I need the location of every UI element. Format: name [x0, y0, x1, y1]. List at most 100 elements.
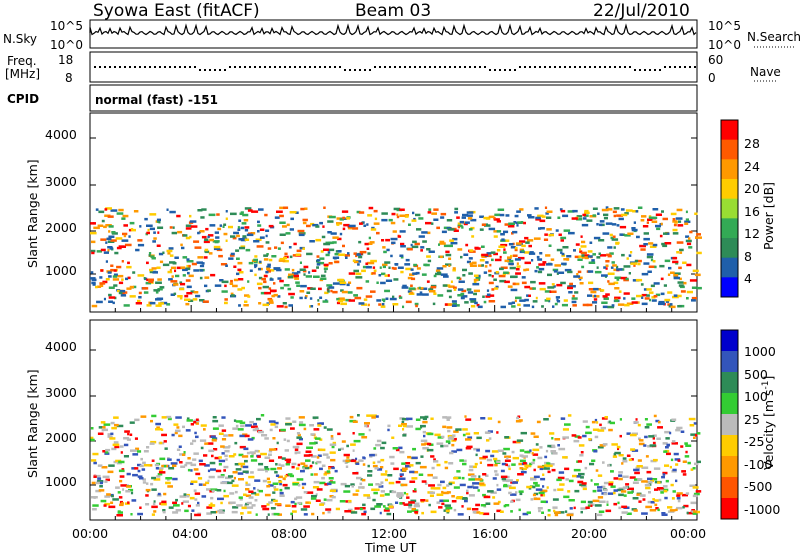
velocity-cell — [618, 487, 626, 490]
date-label: 22/Jul/2010 — [593, 1, 690, 21]
velocity-cell — [118, 469, 125, 473]
freq-point — [494, 69, 496, 71]
velocity-cell — [550, 450, 557, 453]
velocity-cell — [553, 509, 556, 513]
velocity-cell — [479, 483, 486, 487]
velocity-cell — [523, 467, 527, 470]
power-cell — [97, 285, 102, 288]
power-cell — [352, 259, 356, 262]
freq-point — [269, 66, 271, 68]
power-cell — [201, 208, 207, 211]
velocity-cell — [253, 487, 256, 490]
velocity-cell — [154, 463, 159, 467]
velocity-cell — [608, 483, 614, 486]
velocity-cell — [187, 457, 191, 460]
velocity-cell — [466, 507, 472, 511]
freq-point — [309, 66, 311, 68]
velocity-cell — [449, 451, 454, 455]
velocity-cell — [272, 482, 279, 485]
power-cell — [300, 207, 305, 211]
velocity-cell — [345, 500, 349, 503]
power-cell — [146, 304, 152, 307]
velocity-cell — [581, 484, 587, 488]
power-cell — [397, 266, 404, 269]
velocity-cell — [291, 465, 295, 469]
velocity-cell — [649, 509, 657, 512]
velocity-cell — [636, 465, 643, 468]
power-cell — [531, 259, 534, 262]
velocity-cell — [148, 464, 153, 467]
velocity-cell — [407, 455, 411, 459]
velocity-cell — [173, 504, 180, 507]
velocity-cell — [652, 498, 655, 501]
velocity-cell — [292, 445, 300, 449]
velocity-cell — [563, 495, 570, 499]
velocity-cell — [375, 415, 379, 418]
power-cell — [159, 260, 164, 264]
power-cell — [247, 280, 250, 283]
power-cell — [137, 243, 145, 247]
power-cell — [361, 269, 366, 273]
power-cell — [256, 282, 263, 286]
power-cell — [601, 274, 608, 277]
velocity-cell — [107, 435, 110, 438]
velocity-cell — [503, 484, 509, 488]
velocity-cell — [552, 506, 558, 509]
freq-point — [129, 66, 131, 68]
velocity-cell — [551, 468, 556, 472]
velocity-cell — [264, 468, 270, 471]
velocity-cell — [366, 496, 371, 499]
power-cell — [293, 274, 299, 278]
velocity-cell — [422, 420, 428, 424]
velocity-cell — [441, 435, 445, 439]
power-cell — [457, 248, 463, 251]
power-cell — [534, 207, 539, 210]
velocity-cell — [314, 473, 318, 476]
velocity-cell — [249, 420, 254, 424]
power-cell — [110, 268, 114, 272]
velocity-cell — [540, 477, 546, 481]
power-cell — [450, 241, 458, 245]
power-cell — [593, 236, 601, 240]
velocity-cell — [266, 485, 271, 488]
velocity-cell — [113, 416, 119, 419]
velocity-cell — [445, 506, 453, 510]
velocity-cell — [142, 481, 147, 484]
velocity-cell — [660, 491, 664, 494]
velocity-cell — [308, 466, 312, 469]
power-cell — [488, 274, 492, 277]
power-cell — [601, 301, 608, 304]
velocity-cell — [371, 416, 376, 419]
velocity-cell — [158, 471, 166, 474]
power-cell — [452, 269, 456, 272]
power-cell — [230, 279, 233, 283]
power-cell — [448, 285, 455, 288]
power-cell — [90, 277, 96, 280]
velocity-cell — [438, 506, 443, 509]
power-cell — [548, 244, 552, 247]
power-cell — [407, 276, 413, 280]
power-cell — [597, 212, 600, 215]
velocity-cell — [641, 512, 648, 515]
velocity-cell — [345, 459, 350, 463]
velocity-cell — [448, 482, 453, 486]
power-cell — [268, 287, 272, 290]
power-cell — [341, 210, 349, 213]
velocity-cell — [504, 459, 511, 462]
velocity-cell — [108, 464, 115, 467]
power-cell — [580, 235, 583, 238]
power-cell — [646, 294, 650, 297]
velocity-cell — [653, 414, 657, 418]
power-cell — [592, 214, 597, 217]
velocity-cell — [411, 507, 416, 511]
cpid-label: CPID — [7, 92, 40, 106]
velocity-cell — [339, 500, 346, 503]
power-cell — [90, 271, 94, 274]
power-cell — [237, 268, 242, 272]
power-cell — [431, 222, 434, 225]
power-cell — [263, 280, 267, 284]
power-cell — [468, 272, 473, 275]
power-cell — [409, 273, 414, 276]
velocity-cell — [325, 508, 332, 511]
power-cell — [413, 217, 416, 221]
